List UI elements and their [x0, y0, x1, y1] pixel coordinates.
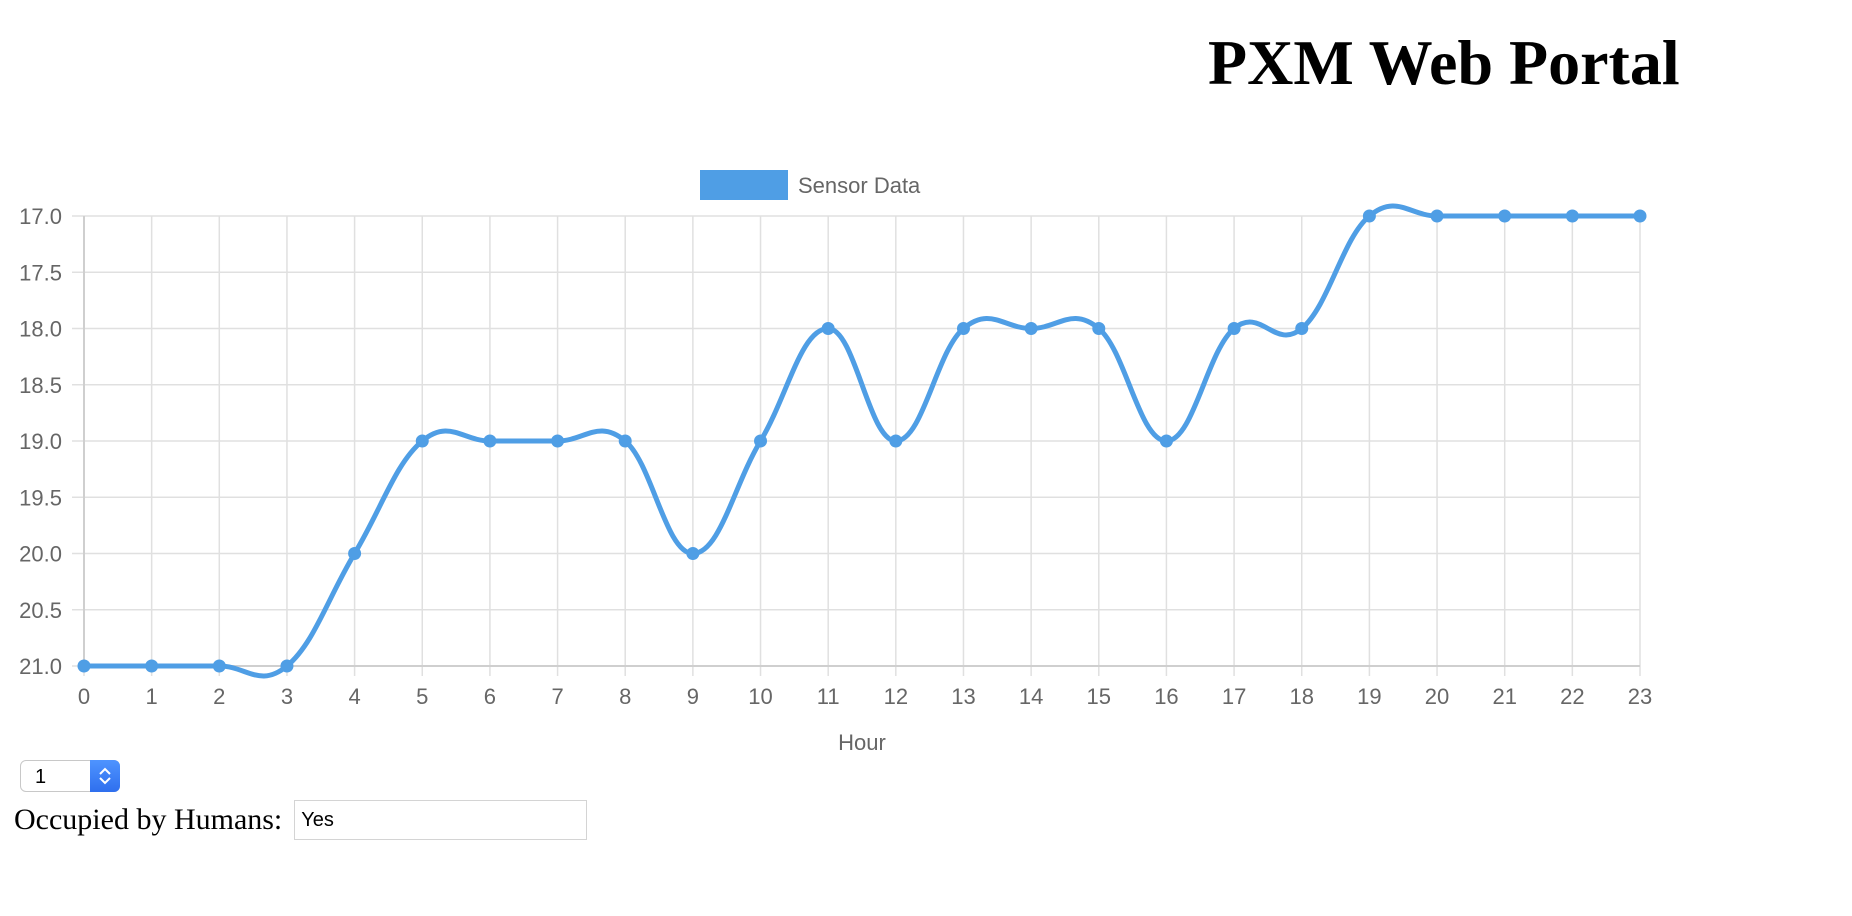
occupied-label: Occupied by Humans: [14, 803, 283, 836]
y-tick-label: 17.0 [19, 204, 62, 229]
legend-swatch [700, 170, 788, 200]
data-point [280, 659, 294, 673]
data-point [77, 659, 91, 673]
y-tick-label: 19.0 [19, 429, 62, 454]
data-point [483, 434, 497, 448]
data-point [1362, 209, 1376, 223]
x-tick-label: 8 [619, 684, 631, 709]
data-point [1565, 209, 1579, 223]
data-point [889, 434, 903, 448]
x-tick-label: 0 [78, 684, 90, 709]
y-tick-label: 18.5 [19, 373, 62, 398]
x-tick-label: 14 [1019, 684, 1043, 709]
y-tick-label: 18.0 [19, 317, 62, 342]
data-point [1295, 322, 1309, 335]
data-point [212, 659, 226, 673]
x-tick-label: 4 [348, 684, 360, 709]
x-tick-label: 15 [1087, 684, 1111, 709]
x-tick-label: 22 [1560, 684, 1584, 709]
data-point [821, 322, 835, 335]
select-stepper-icon[interactable] [90, 760, 120, 792]
chart-grid [72, 215, 1641, 676]
x-tick-label: 6 [484, 684, 496, 709]
data-point [1159, 434, 1173, 448]
x-tick-label: 10 [748, 684, 772, 709]
page-title: PXM Web Portal [1208, 27, 1680, 98]
data-point [1227, 322, 1241, 335]
chart-legend: Sensor Data [700, 170, 921, 200]
y-tick-label: 21.0 [19, 654, 62, 679]
x-tick-label: 13 [951, 684, 975, 709]
x-tick-label: 21 [1492, 684, 1516, 709]
x-axis-title: Hour [838, 730, 886, 750]
data-point [1498, 209, 1512, 223]
x-tick-label: 18 [1289, 684, 1313, 709]
x-tick-label: 7 [551, 684, 563, 709]
occupied-field[interactable] [294, 800, 588, 840]
data-point [551, 434, 565, 448]
x-tick-label: 23 [1628, 684, 1652, 709]
data-point [1633, 209, 1647, 223]
hour-select-value: 1 [35, 766, 47, 788]
data-point [956, 322, 970, 335]
data-point [1092, 322, 1106, 335]
x-tick-label: 16 [1154, 684, 1178, 709]
data-point [348, 547, 362, 560]
occupied-row: Occupied by Humans: [14, 800, 588, 840]
series-points [77, 209, 1647, 673]
y-tick-label: 17.5 [19, 260, 62, 285]
controls-panel: 1 Occupied by Humans: [14, 760, 588, 840]
y-tick-label: 20.5 [19, 598, 62, 623]
sensor-line-chart: Sensor Data 17.0 17.5 18.0 18.5 19.0 19.5 20.0… [19, 170, 1652, 750]
x-tick-label: 11 [817, 684, 840, 709]
x-tick-label: 20 [1425, 684, 1449, 709]
x-tick-label: 19 [1357, 684, 1381, 709]
x-tick-label: 1 [146, 684, 158, 709]
data-point [415, 434, 429, 448]
hour-select[interactable]: 1 [20, 760, 120, 792]
data-point [754, 434, 768, 448]
x-tick-label: 9 [687, 684, 699, 709]
x-axis-ticks: 0 1 2 3 4 5 6 7 8 9 10 11 12 13 14 15 16 17 18 19 20 21 22 23 [78, 684, 1652, 709]
data-point [145, 659, 159, 673]
data-point [618, 434, 632, 448]
data-point [1024, 322, 1038, 335]
y-tick-label: 20.0 [19, 542, 62, 567]
y-tick-label: 19.5 [19, 485, 62, 510]
legend-label: Sensor Data [798, 173, 921, 198]
series-line-sensor-data [83, 203, 1640, 679]
x-tick-label: 3 [281, 684, 293, 709]
x-tick-label: 2 [213, 684, 225, 709]
x-tick-label: 17 [1222, 684, 1246, 709]
x-tick-label: 5 [416, 684, 428, 709]
x-tick-label: 12 [884, 684, 908, 709]
data-point [1430, 209, 1444, 223]
data-point [686, 547, 700, 560]
y-axis-ticks: 17.0 17.5 18.0 18.5 19.0 19.5 20.0 20.5 21.0 [19, 204, 62, 679]
